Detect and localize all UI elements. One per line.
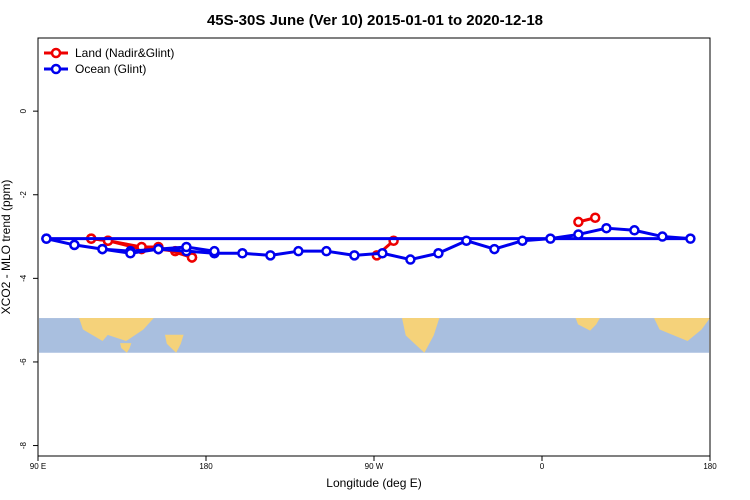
y-tick-label: -2 xyxy=(19,191,28,199)
data-point xyxy=(657,231,668,242)
x-tick-label: 180 xyxy=(199,462,213,471)
data-point xyxy=(125,248,136,259)
data-point xyxy=(517,235,528,246)
data-point xyxy=(489,243,500,255)
data-point xyxy=(589,212,601,223)
data-point xyxy=(349,250,360,261)
y-tick-label: -6 xyxy=(19,358,28,366)
series-ocean xyxy=(41,222,696,265)
x-axis-ticks: 90 E 180 90 W 0 180 xyxy=(30,456,717,471)
data-point xyxy=(573,216,584,228)
x-axis-label: Longitude (deg E) xyxy=(326,476,421,490)
data-point xyxy=(265,250,276,261)
map-land xyxy=(402,318,440,353)
x-tick-label: 90 E xyxy=(30,462,46,471)
data-point xyxy=(601,222,612,234)
data-point xyxy=(186,252,198,263)
data-point xyxy=(97,243,108,255)
data-point xyxy=(181,241,192,253)
y-axis-ticks: 0 -2 -4 -6 -8 xyxy=(19,108,38,449)
map-land xyxy=(120,343,132,353)
data-point xyxy=(461,235,472,246)
chart-title: 45S-30S June (Ver 10) 2015-01-01 to 2020… xyxy=(207,12,543,29)
map-strip xyxy=(39,318,710,353)
y-axis-label: XCO2 - MLO trend (ppm) xyxy=(0,180,13,315)
data-point xyxy=(629,225,640,236)
data-point xyxy=(573,229,584,240)
data-point xyxy=(237,248,248,259)
legend-label: Ocean (Glint) xyxy=(75,62,146,76)
y-tick-label: -4 xyxy=(19,274,28,282)
legend-marker xyxy=(50,47,62,59)
map-ocean xyxy=(39,318,709,353)
x-tick-label: 180 xyxy=(703,462,717,471)
y-tick-label: -8 xyxy=(19,441,28,449)
data-point xyxy=(41,233,52,244)
legend-label: Land (Nadir&Glint) xyxy=(75,46,174,60)
map-land xyxy=(164,334,184,353)
map-land xyxy=(654,318,710,342)
data-point xyxy=(377,248,388,259)
data-point xyxy=(69,239,80,251)
x-tick-label: 90 W xyxy=(365,462,384,471)
data-point xyxy=(433,248,444,259)
data-point xyxy=(685,233,696,244)
series-layer xyxy=(41,212,696,265)
data-point xyxy=(153,243,164,255)
map-land xyxy=(575,318,600,331)
data-point xyxy=(545,233,556,244)
data-point xyxy=(321,245,332,257)
data-point xyxy=(209,245,220,257)
y-tick-label: 0 xyxy=(19,108,28,113)
legend-marker xyxy=(50,63,62,75)
data-point xyxy=(293,245,304,257)
x-tick-label: 0 xyxy=(540,462,545,471)
map-land xyxy=(79,318,119,342)
legend: Land (Nadir&Glint) Ocean (Glint) xyxy=(44,46,174,76)
data-point xyxy=(405,254,416,265)
